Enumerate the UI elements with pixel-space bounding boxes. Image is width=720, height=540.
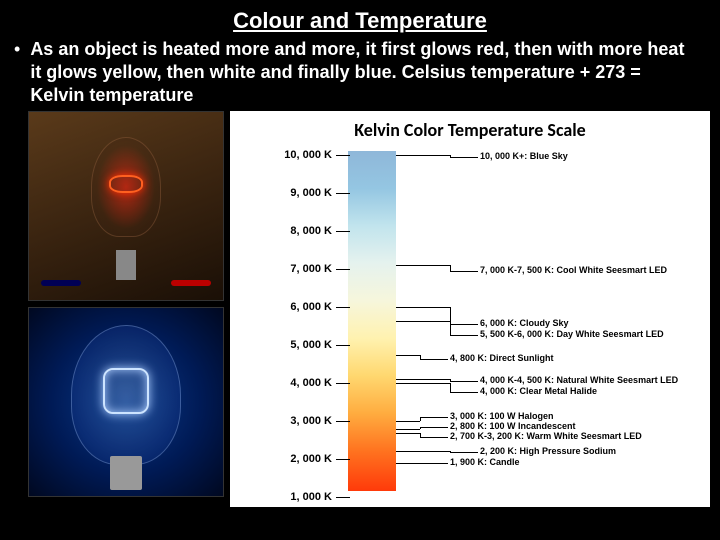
y-tick	[336, 269, 350, 270]
right-label: 2, 700 K-3, 200 K: Warm White Seesmart L…	[450, 432, 642, 442]
connector-line	[450, 324, 478, 325]
y-tick	[336, 497, 350, 498]
y-tick-label: 5, 000 K	[276, 339, 332, 351]
y-tick	[336, 155, 350, 156]
right-label: 10, 000 K+: Blue Sky	[480, 152, 568, 162]
gradient-bar	[348, 151, 396, 491]
connector-line	[420, 437, 448, 438]
y-tick	[336, 193, 350, 194]
connector-line	[450, 452, 478, 453]
connector-line	[396, 451, 450, 452]
photo-red-bulb	[28, 111, 224, 301]
y-tick-label: 8, 000 K	[276, 225, 332, 237]
page-title: Colour and Temperature	[0, 0, 720, 38]
connector-line	[420, 427, 448, 428]
connector-line	[396, 265, 450, 266]
connector-line	[396, 383, 450, 384]
y-tick-label: 2, 000 K	[276, 453, 332, 465]
right-label: 4, 800 K: Direct Sunlight	[450, 354, 554, 364]
connector-line	[396, 307, 450, 308]
y-tick-label: 9, 000 K	[276, 187, 332, 199]
y-tick	[336, 307, 350, 308]
connector-line	[420, 417, 448, 418]
photos-column	[0, 111, 230, 511]
connector-line	[450, 381, 478, 382]
y-tick	[336, 383, 350, 384]
y-tick-label: 10, 000 K	[276, 149, 332, 161]
connector-line	[396, 355, 420, 356]
connector-line	[450, 321, 451, 335]
bullet-list: • As an object is heated more and more, …	[0, 38, 720, 107]
connector-line	[420, 359, 448, 360]
connector-line	[396, 155, 450, 156]
right-label: 1, 900 K: Candle	[450, 458, 520, 468]
content-row: Kelvin Color Temperature Scale 10, 000 K…	[0, 111, 720, 511]
connector-line	[396, 379, 450, 380]
y-tick	[336, 231, 350, 232]
bullet-marker: •	[14, 38, 20, 107]
right-label: 4, 000 K-4, 500 K: Natural White Seesmar…	[480, 376, 678, 386]
y-tick-label: 3, 000 K	[276, 415, 332, 427]
connector-line	[450, 271, 478, 272]
right-label: 4, 000 K: Clear Metal Halide	[480, 387, 597, 397]
connector-line	[450, 383, 451, 392]
y-tick	[336, 421, 350, 422]
connector-line	[450, 335, 478, 336]
kelvin-chart: Kelvin Color Temperature Scale 10, 000 K…	[230, 111, 710, 507]
connector-line	[396, 433, 420, 434]
y-tick	[336, 345, 350, 346]
connector-line	[450, 392, 478, 393]
connector-line	[396, 321, 450, 322]
bullet-text: As an object is heated more and more, it…	[30, 38, 696, 107]
right-label: 7, 000 K-7, 500 K: Cool White Seesmart L…	[480, 266, 667, 276]
chart-scale-area: 10, 000 K 9, 000 K 8, 000 K 7, 000 K 6, 000 …	[230, 145, 710, 501]
right-label: 2, 200 K: High Pressure Sodium	[480, 447, 616, 457]
connector-line	[396, 421, 420, 422]
connector-line	[420, 463, 448, 464]
y-tick-label: 1, 000 K	[276, 491, 332, 503]
chart-title: Kelvin Color Temperature Scale	[230, 111, 710, 145]
connector-line	[396, 463, 420, 464]
y-tick-label: 6, 000 K	[276, 301, 332, 313]
connector-line	[396, 429, 420, 430]
right-label: 5, 500 K-6, 000 K: Day White Seesmart LE…	[480, 330, 664, 340]
y-tick-label: 4, 000 K	[276, 377, 332, 389]
y-tick	[336, 459, 350, 460]
connector-line	[450, 157, 478, 158]
photo-blue-bulb	[28, 307, 224, 497]
right-label: 6, 000 K: Cloudy Sky	[480, 319, 569, 329]
y-tick-label: 7, 000 K	[276, 263, 332, 275]
